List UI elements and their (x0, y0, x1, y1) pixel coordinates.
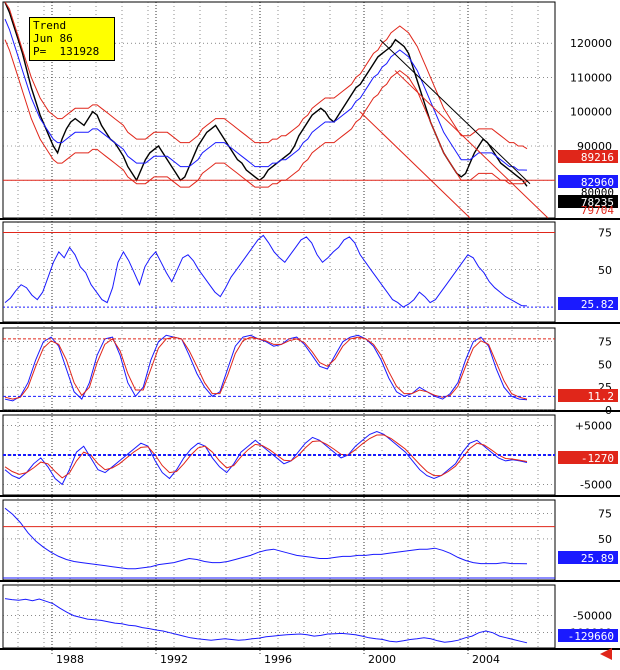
trend-date: Jun 86 (33, 32, 73, 45)
series-line-ma (4, 598, 528, 644)
value-badge-bg (558, 389, 618, 402)
x-tick-label: 2004 (472, 653, 500, 666)
y-tick-label: -5000 (580, 478, 612, 491)
y-tick-label: +5000 (575, 420, 612, 433)
trend-line (379, 39, 531, 185)
series-line-ma (4, 507, 528, 570)
value-badge-bg (558, 551, 618, 564)
value-badge-bg (558, 150, 618, 163)
trend-price-value: 131928 (59, 45, 100, 58)
panel-frame (2, 327, 556, 411)
series-line-ma (4, 18, 528, 171)
value-badge: -1270 (581, 452, 614, 465)
series-line-band (4, 1, 528, 150)
y-tick-label: 75 (598, 507, 612, 520)
series-line-band (4, 39, 528, 188)
x-tick-label: 1988 (56, 653, 84, 666)
value-badge-bg (558, 451, 618, 464)
value-badge: 11.2 (588, 390, 615, 403)
trend-channel-line (394, 70, 549, 219)
value-badge: 79704 (581, 204, 614, 217)
x-tick-label: 2000 (368, 653, 396, 666)
y-tick-label: 100000 (570, 106, 612, 119)
series-line-band (4, 434, 528, 479)
series-line-ma (4, 430, 528, 486)
series-line-ma (4, 334, 528, 402)
panel-frame (2, 499, 556, 581)
trend-price-label: P= (33, 45, 47, 58)
value-badge: 25.82 (581, 298, 614, 311)
y-tick-label: 75 (598, 226, 612, 239)
series-line-ma (4, 234, 528, 308)
value-badge: -129660 (568, 630, 614, 643)
x-tick-label: 1992 (160, 653, 188, 666)
y-tick-label: 120000 (570, 37, 612, 50)
value-badge: 25.89 (581, 552, 614, 565)
value-badge: 78235 (581, 196, 614, 209)
value-badge-bg (558, 195, 618, 208)
y-tick-label: 75 (598, 336, 612, 349)
panel-frame (2, 584, 556, 649)
trend-title: Trend (33, 19, 67, 32)
y-tick-label: 50 (598, 533, 612, 546)
value-badge: 89216 (581, 151, 614, 164)
x-tick-label: 1996 (264, 653, 292, 666)
value-badge-bg (558, 175, 618, 188)
y-tick-label: 50 (598, 264, 612, 277)
left-arrow-icon[interactable] (600, 648, 612, 660)
y-tick-label: 0 (605, 404, 612, 417)
series-line-band (4, 336, 528, 400)
y-tick-label: -50000 (573, 610, 612, 623)
value-badge-bg (558, 629, 618, 642)
trend-info-box: Trend Jun 86 P= 131928 (29, 17, 115, 61)
y-tick-label: 50 (598, 358, 612, 371)
value-badge: 82960 (581, 176, 614, 189)
y-tick-label: 90000 (577, 140, 612, 153)
value-badge-bg (558, 297, 618, 310)
trend-channel-line (359, 111, 471, 219)
trend-price: P= 131928 (33, 45, 111, 58)
y-tick-label: 110000 (570, 71, 612, 84)
